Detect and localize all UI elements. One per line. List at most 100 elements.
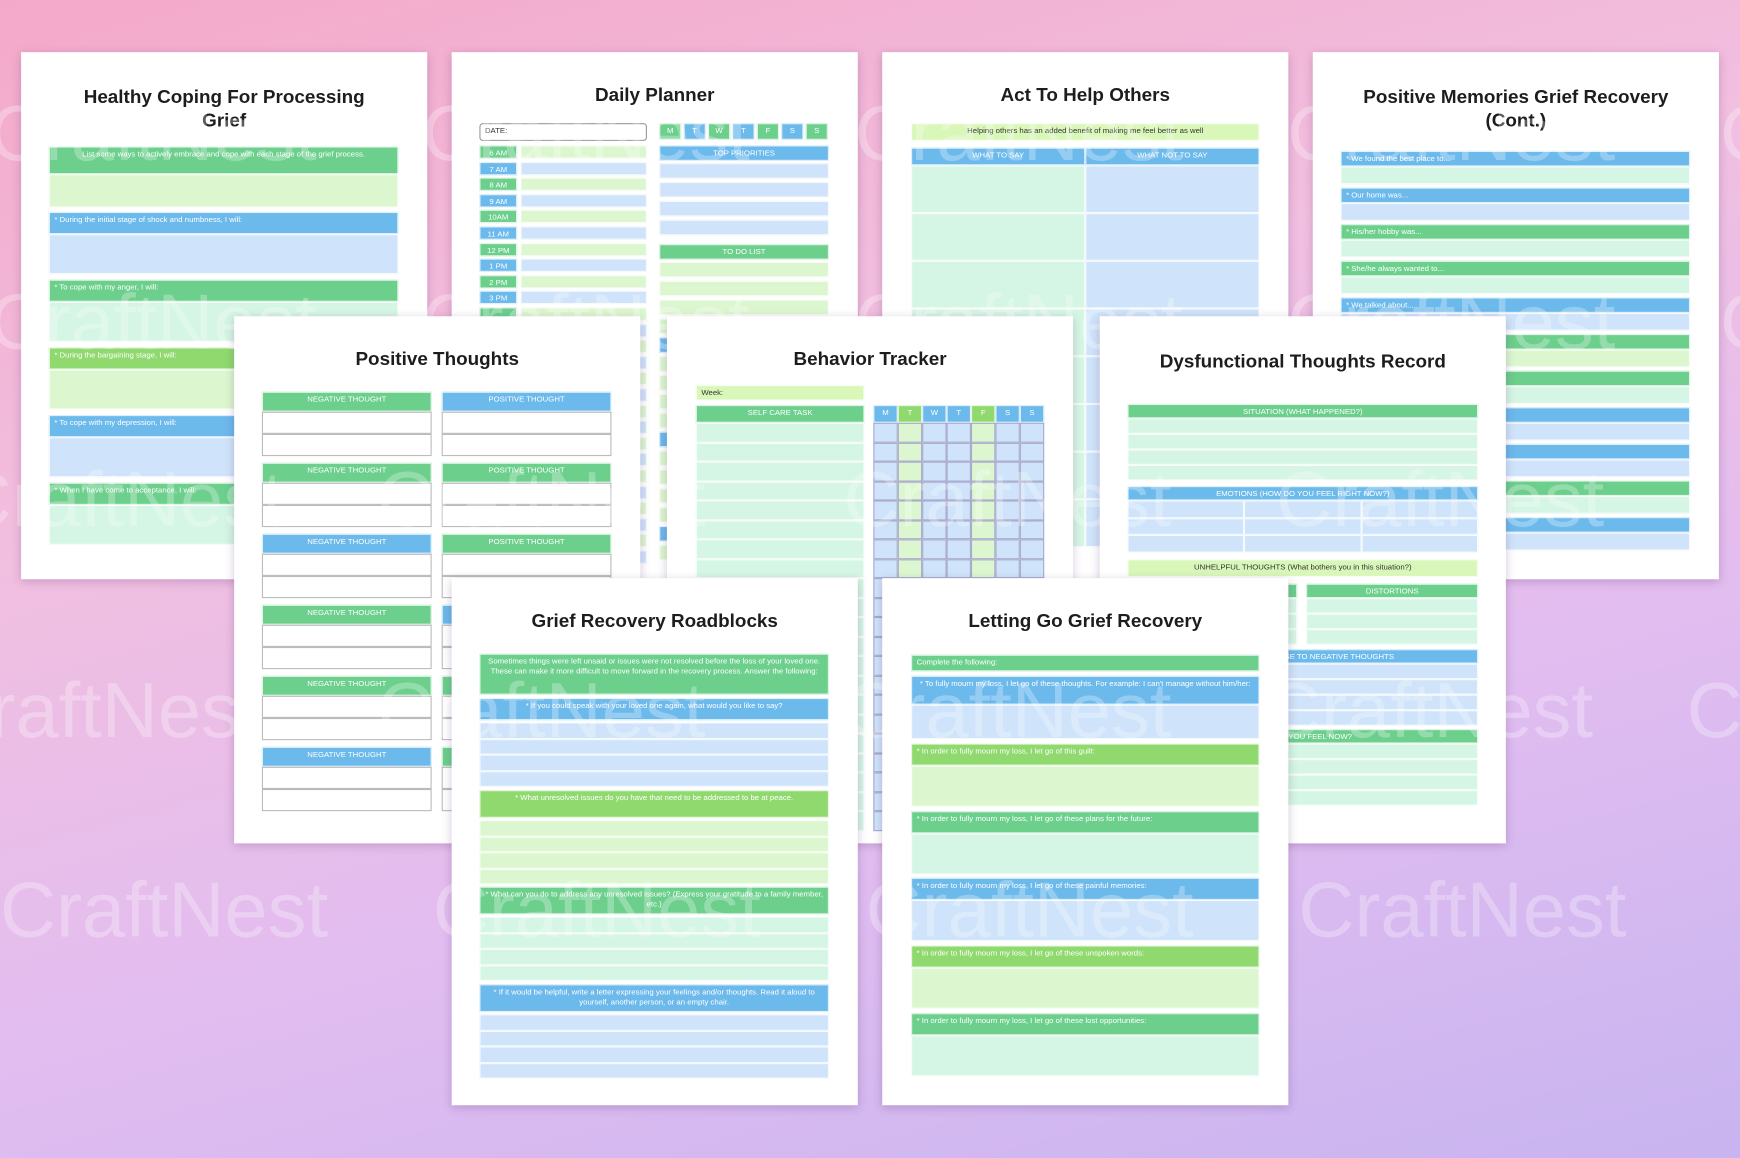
cell xyxy=(922,558,947,579)
row xyxy=(1306,598,1479,614)
task-row xyxy=(695,558,865,579)
page-title: Act To Help Others xyxy=(1000,84,1171,106)
answer-box xyxy=(911,765,1260,807)
row xyxy=(261,695,432,718)
cell xyxy=(970,422,996,443)
cell xyxy=(995,558,1020,579)
cell xyxy=(873,422,898,443)
cell xyxy=(1019,500,1045,520)
watermark: CraftNest xyxy=(0,666,262,754)
answer-box xyxy=(911,967,1260,1009)
cell xyxy=(995,461,1020,482)
cell xyxy=(911,165,1086,214)
prompt: * If it would be helpful, write a letter… xyxy=(479,984,829,1013)
column-header: WHAT TO SAY xyxy=(911,147,1086,166)
hour-line xyxy=(520,242,647,256)
row xyxy=(261,717,432,741)
row xyxy=(441,482,612,505)
page-title: Healthy Coping For Processing Grief xyxy=(83,86,365,131)
answer-line xyxy=(479,722,829,739)
cell xyxy=(946,539,971,559)
cell xyxy=(1127,500,1245,518)
day: S xyxy=(805,123,828,140)
answer-line xyxy=(479,754,829,771)
section-header: EMOTIONS (HOW DO YOU FEEL RIGHT NOW?) xyxy=(1127,486,1479,501)
cell xyxy=(970,519,996,540)
answer-box xyxy=(1340,239,1691,258)
row xyxy=(1127,433,1479,450)
cell xyxy=(922,500,947,520)
worksheet-page: Grief Recovery Roadblocks Sometimes thing… xyxy=(451,578,858,1106)
cell xyxy=(1019,422,1045,443)
positive-header: POSITIVE THOUGHT xyxy=(441,462,612,483)
page-title: Daily Planner xyxy=(594,84,715,106)
row xyxy=(261,766,432,789)
cell xyxy=(1361,517,1478,536)
hour-label: 2 PM xyxy=(479,274,518,289)
answer-line xyxy=(479,964,829,981)
cell xyxy=(873,442,898,462)
cell xyxy=(995,442,1020,462)
cell xyxy=(995,500,1020,520)
cell xyxy=(970,442,996,462)
cell xyxy=(1019,481,1045,501)
answer-line xyxy=(479,1014,829,1031)
todo-header: TO DO LIST xyxy=(659,244,829,260)
day: S xyxy=(1019,405,1045,423)
cell xyxy=(897,481,923,501)
column-header: WHAT NOT TO SAY xyxy=(1085,147,1260,166)
row xyxy=(261,504,432,528)
task-row xyxy=(695,539,865,559)
negative-header: NEGATIVE THOUGHT xyxy=(261,533,432,554)
cell xyxy=(922,442,947,462)
cell xyxy=(1244,500,1362,518)
cell xyxy=(970,461,996,482)
hour-line xyxy=(520,274,647,289)
cell xyxy=(995,539,1020,559)
day: M xyxy=(659,123,682,140)
watermark: CraftNest xyxy=(1720,277,1740,366)
answer-box xyxy=(911,899,1260,942)
cell xyxy=(1244,517,1362,536)
hour-line xyxy=(520,258,647,273)
negative-header: NEGATIVE THOUGHT xyxy=(261,462,432,483)
answer-line xyxy=(479,916,829,933)
answer-line xyxy=(479,868,829,885)
cell xyxy=(922,422,947,443)
page-title: Grief Recovery Roadblocks xyxy=(531,610,778,632)
row xyxy=(261,646,432,670)
task-row xyxy=(695,461,865,482)
cell xyxy=(995,519,1020,540)
day: S xyxy=(781,123,804,140)
negative-header: NEGATIVE THOUGHT xyxy=(261,746,432,767)
cell xyxy=(911,213,1086,261)
prompt: * In order to fully mourn my loss, I let… xyxy=(911,945,1260,968)
row xyxy=(441,504,612,528)
prompt: * To fully mourn my loss, I let go of th… xyxy=(911,675,1260,705)
cell xyxy=(946,442,971,462)
negative-header: NEGATIVE THOUGHT xyxy=(261,604,432,625)
page-title: Dysfunctional Thoughts Record xyxy=(1159,350,1446,372)
row xyxy=(1127,449,1479,465)
hour-label: 12 PM xyxy=(479,242,518,256)
cell xyxy=(873,519,898,540)
hour-label: 6 AM xyxy=(479,145,518,159)
answer-box xyxy=(911,704,1260,740)
prompt: * During the initial stage of shock and … xyxy=(48,211,399,235)
cell xyxy=(970,539,996,559)
cell xyxy=(911,260,1086,309)
cell xyxy=(1019,442,1045,462)
intro: Sometimes things were left unsaid or iss… xyxy=(479,653,829,695)
day: W xyxy=(707,123,731,140)
row xyxy=(441,411,612,434)
row xyxy=(261,553,432,576)
positive-header: POSITIVE THOUGHT xyxy=(441,391,612,412)
cell xyxy=(873,481,898,501)
page-title: Behavior Tracker xyxy=(793,348,947,370)
prompt: * She/he always wanted to... xyxy=(1340,260,1691,277)
answer-line xyxy=(479,948,829,965)
cell xyxy=(1244,535,1362,553)
prompt: * In order to fully mourn my loss, I let… xyxy=(911,1013,1260,1036)
